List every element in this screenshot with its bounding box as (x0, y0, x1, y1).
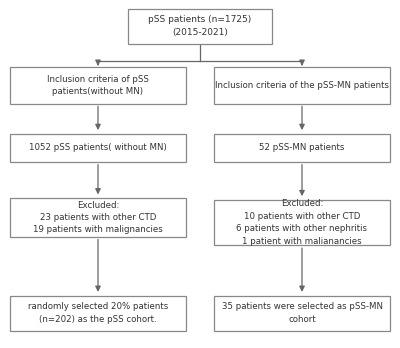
FancyBboxPatch shape (214, 296, 390, 331)
Text: Excluded:
23 patients with other CTD
19 patients with malignancies: Excluded: 23 patients with other CTD 19 … (33, 200, 163, 235)
FancyBboxPatch shape (10, 296, 186, 331)
Text: randomly selected 20% patients
(n=202) as the pSS cohort.: randomly selected 20% patients (n=202) a… (28, 302, 168, 324)
Text: pSS patients (n=1725)
(2015-2021): pSS patients (n=1725) (2015-2021) (148, 15, 252, 37)
Text: Inclusion criteria of pSS
patients(without MN): Inclusion criteria of pSS patients(witho… (47, 74, 149, 96)
Text: 52 pSS-MN patients: 52 pSS-MN patients (259, 143, 345, 152)
Text: 1052 pSS patients( without MN): 1052 pSS patients( without MN) (29, 143, 167, 152)
Text: 35 patients were selected as pSS-MN
cohort: 35 patients were selected as pSS-MN coho… (222, 302, 382, 324)
FancyBboxPatch shape (10, 134, 186, 162)
FancyBboxPatch shape (10, 198, 186, 237)
FancyBboxPatch shape (214, 67, 390, 104)
Text: Inclusion criteria of the pSS-MN patients: Inclusion criteria of the pSS-MN patient… (215, 81, 389, 90)
FancyBboxPatch shape (128, 9, 272, 44)
FancyBboxPatch shape (214, 200, 390, 245)
FancyBboxPatch shape (214, 134, 390, 162)
FancyBboxPatch shape (10, 67, 186, 104)
Text: Excluded:
10 patients with other CTD
6 patients with other nephritis
1 patient w: Excluded: 10 patients with other CTD 6 p… (236, 199, 368, 246)
